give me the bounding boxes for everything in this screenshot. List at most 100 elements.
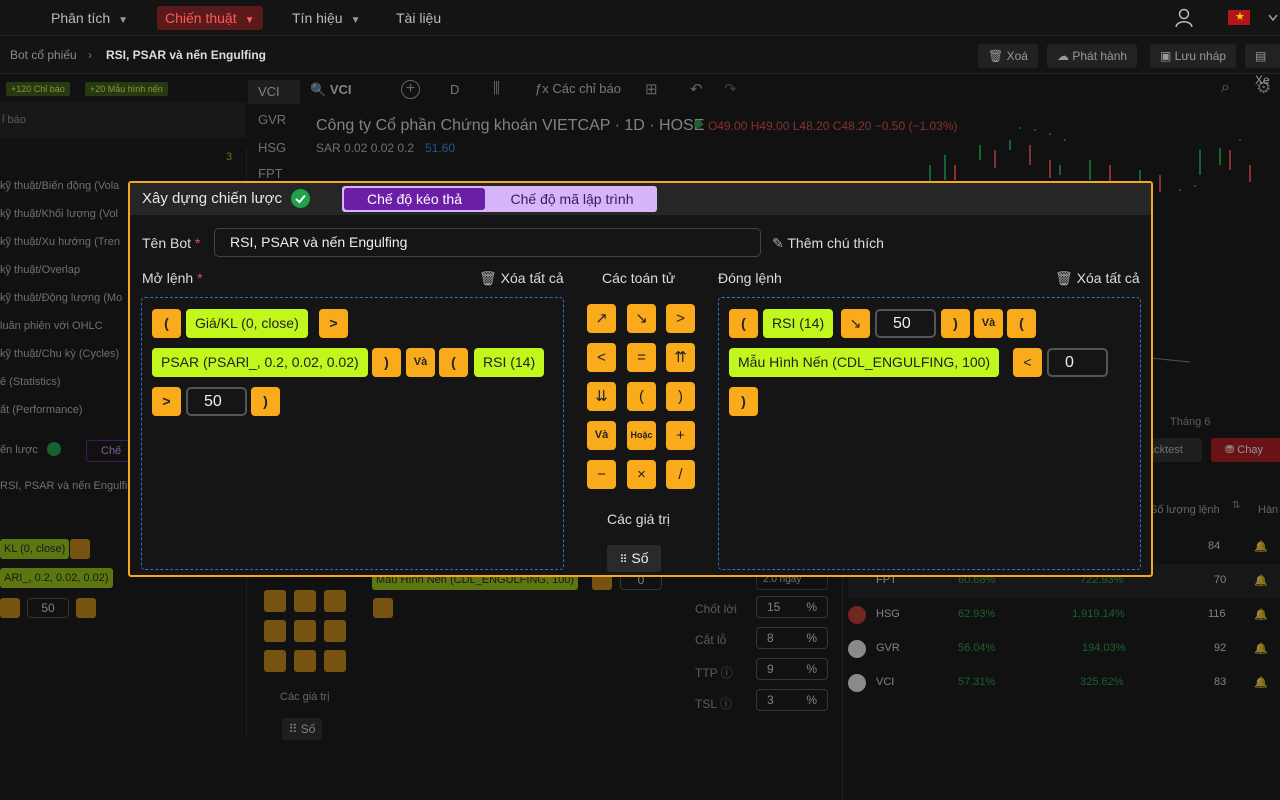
delete-button[interactable]: 🗑 Xoá <box>978 44 1038 68</box>
greater-than-block[interactable]: > <box>319 309 348 338</box>
category-item[interactable]: kỹ thuật/Xu hướng (Tren <box>0 236 120 248</box>
falling-operator[interactable]: ⇊ <box>587 382 616 411</box>
settings-gear-icon[interactable]: ⚙ <box>1256 78 1272 97</box>
number-button-bg[interactable]: ⠿ Số <box>282 718 322 740</box>
candles-icon[interactable]: ⫼ <box>493 80 500 97</box>
number-block[interactable]: 50 <box>27 598 69 618</box>
save-draft-button[interactable]: ▣ Lưu nháp <box>1150 44 1237 68</box>
operator-block[interactable] <box>294 590 316 612</box>
drag-drop-mode-tab[interactable]: Chế độ kéo thả <box>344 188 485 210</box>
run-button[interactable]: ⛃ Chạy <box>1211 438 1280 462</box>
user-icon[interactable] <box>1175 8 1193 28</box>
operator-block[interactable] <box>70 539 90 559</box>
open-paren-block[interactable]: ( <box>152 309 181 338</box>
bot-name-input[interactable]: RSI, PSAR và nến Engulfing <box>214 228 761 257</box>
rsi-block[interactable]: RSI (14) <box>763 309 834 338</box>
layout-grid-icon[interactable]: ⊞ <box>645 81 658 98</box>
tsl-input[interactable]: 3% <box>756 689 828 711</box>
operator-block[interactable] <box>324 620 346 642</box>
category-item[interactable]: kỹ thuật/Chu kỳ (Cycles) <box>0 348 120 360</box>
greater-than-block[interactable]: > <box>152 387 181 416</box>
mode-chip[interactable]: Chế <box>86 440 130 462</box>
greater-than-operator[interactable]: > <box>666 304 695 333</box>
price-volume-block[interactable]: Giá/KL (0, close) <box>186 309 308 338</box>
clear-all-open-button[interactable]: 🗑 Xóa tất cả <box>479 270 564 286</box>
ticker-tab-active[interactable]: VCI <box>248 80 300 104</box>
symbol-search[interactable]: 🔍 VCI <box>310 82 352 97</box>
chevron-down-icon[interactable] <box>1268 14 1278 22</box>
psar-block[interactable]: PSAR (PSARl_, 0.2, 0.02, 0.02) <box>152 348 368 377</box>
col-orders-header[interactable]: Số lượng lệnh <box>1150 504 1220 516</box>
operator-block[interactable] <box>324 590 346 612</box>
minus-operator[interactable]: − <box>587 460 616 489</box>
clear-all-close-button[interactable]: 🗑 Xóa tất cả <box>1055 270 1140 286</box>
code-mode-tab[interactable]: Chế độ mã lập trình <box>510 191 634 207</box>
close-paren-block[interactable]: ) <box>941 309 970 338</box>
and-block[interactable]: Và <box>406 348 435 377</box>
operator-block[interactable] <box>264 590 286 612</box>
operator-block[interactable] <box>324 650 346 672</box>
number-input[interactable]: 0 <box>1047 348 1108 377</box>
interval-button[interactable]: D <box>450 82 460 97</box>
ticker-tab[interactable]: HSG <box>258 140 287 155</box>
multiply-operator[interactable]: × <box>627 460 656 489</box>
less-than-operator[interactable]: < <box>587 343 616 372</box>
stop-loss-input[interactable]: 8% <box>756 627 828 649</box>
rising-operator[interactable]: ⇈ <box>666 343 695 372</box>
redo-icon[interactable]: ↷ <box>724 81 737 98</box>
undo-icon[interactable]: ↶ <box>690 81 703 98</box>
or-operator[interactable]: Hoặc <box>627 421 656 450</box>
open-paren-block[interactable]: ( <box>729 309 758 338</box>
operator-block[interactable] <box>294 650 316 672</box>
engulfing-pattern-block[interactable]: Mẫu Hình Nến (CDL_ENGULFING, 100) <box>729 348 1000 377</box>
table-row[interactable]: 84 🔔 <box>1208 540 1268 553</box>
category-item[interactable]: kỹ thuật/Overlap <box>0 264 81 276</box>
nav-docs[interactable]: Tài liệu <box>396 10 442 26</box>
open-order-dropzone[interactable]: ( Giá/KL (0, close) > PSAR (PSARl_, 0.2,… <box>141 297 564 570</box>
category-item[interactable]: kỹ thuật/Động lượng (Mo <box>0 292 123 304</box>
block-psar[interactable]: ARI_, 0.2, 0.02, 0.02) <box>0 568 113 588</box>
view-button[interactable]: ▤ Xe <box>1245 44 1280 87</box>
operator-block[interactable] <box>264 650 286 672</box>
zoom-icon[interactable]: ⌕ <box>1221 79 1230 96</box>
take-profit-input[interactable]: 15% <box>756 596 828 618</box>
close-order-dropzone[interactable]: ( RSI (14) ↘ 50 ) Và ( Mẫu Hình Nến (CDL… <box>718 297 1141 570</box>
table-row[interactable]: GVR 56.04% 194.03% 92 🔔 <box>848 632 1280 666</box>
number-value-button[interactable]: ⠿ Số <box>607 545 661 572</box>
indicator-search-row[interactable]: ỉ báo <box>0 102 246 138</box>
operator-block[interactable] <box>264 620 286 642</box>
sort-icon[interactable]: ⇅ <box>1232 500 1241 511</box>
and-operator[interactable]: Và <box>587 421 616 450</box>
flag-icon[interactable]: ★ <box>1228 10 1250 25</box>
operator-block[interactable] <box>373 598 393 618</box>
number-input[interactable]: 50 <box>186 387 247 416</box>
equals-operator[interactable]: = <box>627 343 656 372</box>
nav-analysis[interactable]: Phân tích ▼ <box>51 10 129 26</box>
add-icon[interactable]: + <box>401 80 420 99</box>
close-paren-block[interactable]: ) <box>372 348 401 377</box>
publish-button[interactable]: ☁ Phát hành <box>1047 44 1138 68</box>
ttp-input[interactable]: 9% <box>756 658 828 680</box>
cross-above-operator[interactable]: ↗ <box>587 304 616 333</box>
operator-block[interactable] <box>76 598 96 618</box>
plus-operator[interactable]: + <box>666 421 695 450</box>
category-item[interactable]: luân phiên với OHLC <box>0 320 103 332</box>
add-note-button[interactable]: ✎ Thêm chú thích <box>772 235 884 251</box>
ticker-tab[interactable]: FPT <box>258 166 283 181</box>
category-item[interactable]: ê (Statistics) <box>0 376 61 388</box>
category-item[interactable]: kỹ thuật/Biến động (Vola <box>0 180 120 192</box>
block-price[interactable]: KL (0, close) <box>0 539 70 559</box>
nav-signals[interactable]: Tín hiệu ▼ <box>292 10 361 26</box>
close-paren-block[interactable]: ) <box>729 387 758 416</box>
indicators-button[interactable]: ƒx Các chỉ báo <box>535 81 621 96</box>
close-paren-operator[interactable]: ) <box>666 382 695 411</box>
less-than-block[interactable]: < <box>1013 348 1042 377</box>
ticker-tab[interactable]: GVR <box>258 112 287 127</box>
and-block[interactable]: Và <box>974 309 1003 338</box>
table-row[interactable]: VCI 57.31% 325.62% 83 🔔 <box>848 666 1280 700</box>
open-paren-block[interactable]: ( <box>439 348 468 377</box>
table-row[interactable]: HSG 62.93% 1,919.14% 116 🔔 <box>848 598 1280 632</box>
nav-strategy[interactable]: Chiến thuật ▼ <box>157 6 263 30</box>
divide-operator[interactable]: / <box>666 460 695 489</box>
cross-below-operator[interactable]: ↘ <box>627 304 656 333</box>
